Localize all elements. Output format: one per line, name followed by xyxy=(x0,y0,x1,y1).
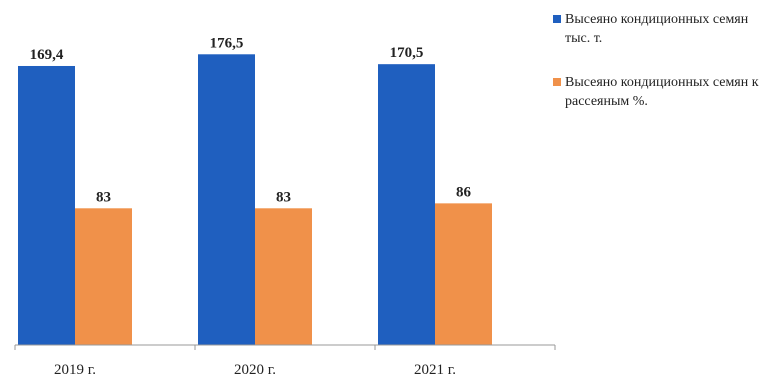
bar-s2-2 xyxy=(255,208,312,345)
bars-group xyxy=(18,54,492,346)
legend-label-series-1: Высеяно кондиционных семян тыс. т. xyxy=(565,12,749,46)
x-tick-label-3: 2021 г. xyxy=(414,362,456,378)
data-label-s2-1: 83 xyxy=(96,189,111,205)
x-tick-label-1: 2019 г. xyxy=(54,362,96,378)
bar-s2-3 xyxy=(435,203,492,345)
legend-swatch-series-1 xyxy=(553,15,561,23)
legend-label-series-2: Высеяно кондиционных семян к рассеяным %… xyxy=(565,75,759,109)
legend-item-series-2: Высеяно кондиционных семян к рассеяным %… xyxy=(553,73,768,111)
x-tick-label-2: 2020 г. xyxy=(234,362,276,378)
bar-s1-2 xyxy=(198,54,255,345)
data-label-s2-2: 83 xyxy=(276,189,291,205)
data-label-s1-3: 170,5 xyxy=(390,45,424,61)
bar-s1-3 xyxy=(378,64,435,346)
legend: Высеяно кондиционных семян тыс. т. Высея… xyxy=(553,10,768,136)
legend-item-series-1: Высеяно кондиционных семян тыс. т. xyxy=(553,10,768,48)
data-label-s2-3: 86 xyxy=(456,184,472,200)
x-tick-labels-group: 2019 г. 2020 г. 2021 г. xyxy=(54,362,456,378)
data-label-s1-1: 169,4 xyxy=(30,47,64,63)
data-label-s1-2: 176,5 xyxy=(210,35,244,51)
value-labels-group: 169,4 83 176,5 83 170,5 86 xyxy=(30,35,472,205)
bar-s1-1 xyxy=(18,65,75,346)
x-ticks-group xyxy=(14,345,556,350)
bar-s2-1 xyxy=(75,208,132,345)
legend-swatch-series-2 xyxy=(553,78,561,86)
